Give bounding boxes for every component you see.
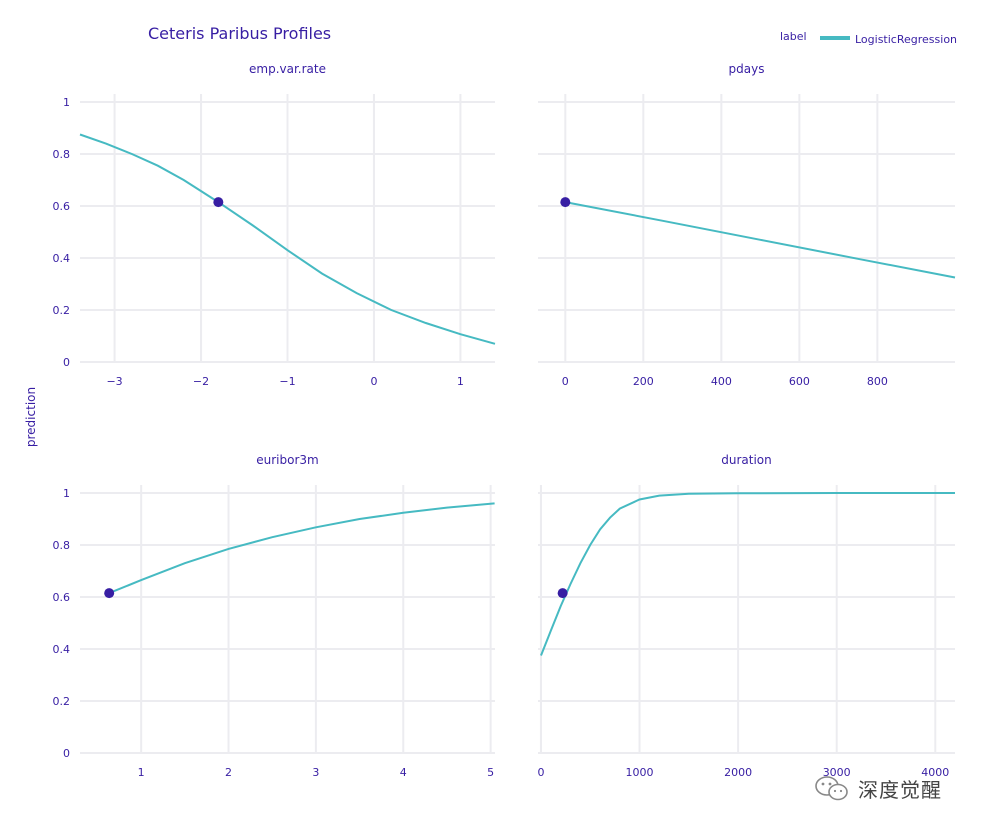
observation-point[interactable]: [104, 588, 115, 599]
panel-title: pdays: [729, 62, 765, 76]
panel-1: 0 0.2 0.4 0.6 0.8 1 −3 −2 −1 0 1 emp.var.rate: [53, 62, 496, 388]
profile-line-LogisticRegression: [79, 133, 496, 345]
watermark-text: 深度觉醒: [858, 778, 942, 802]
x-tick-label: 2: [225, 766, 232, 779]
x-tick-label: −1: [279, 375, 295, 388]
x-tick-label: 400: [711, 375, 732, 388]
x-tick-label: 2000: [724, 766, 752, 779]
y-tick-label: 0.6: [53, 591, 71, 604]
panel-3: 0 0.2 0.4 0.6 0.8 1 1 2 3 4 5 euribor3m: [53, 453, 495, 779]
y-tick-label: 0.8: [53, 148, 71, 161]
x-tick-label: 200: [633, 375, 654, 388]
watermark: 深度觉醒: [814, 774, 942, 803]
y-tick-label: 1: [63, 487, 70, 500]
y-tick-label: 0: [63, 747, 70, 760]
observation-point[interactable]: [560, 197, 571, 208]
legend-title: label: [780, 30, 807, 43]
wechat-icon: [815, 775, 848, 800]
x-tick-label: −3: [106, 375, 122, 388]
x-tick-label: 800: [867, 375, 888, 388]
y-tick-label: 0.2: [53, 304, 71, 317]
y-tick-label: 0.8: [53, 539, 71, 552]
y-axis-label: prediction: [24, 387, 38, 447]
profile-line-LogisticRegression: [108, 502, 495, 595]
panel-title: duration: [721, 453, 772, 467]
observation-point[interactable]: [213, 197, 224, 208]
y-tick-label: 0.6: [53, 200, 71, 213]
panel-2: 0 200 400 600 800 pdays: [538, 62, 956, 388]
x-tick-label: 5: [487, 766, 494, 779]
y-tick-label: 0.4: [53, 643, 71, 656]
x-tick-label: 0: [537, 766, 544, 779]
x-tick-label: 1000: [626, 766, 654, 779]
x-tick-label: 1: [138, 766, 145, 779]
panel-title: emp.var.rate: [249, 62, 326, 76]
chart-title: Ceteris Paribus Profiles: [148, 24, 331, 43]
profile-line-LogisticRegression: [540, 492, 955, 656]
y-tick-label: 1: [63, 96, 70, 109]
legend[interactable]: label LogisticRegression: [780, 30, 957, 46]
x-tick-label: 3000: [823, 766, 851, 779]
y-tick-label: 0.4: [53, 252, 71, 265]
x-tick-label: 0: [562, 375, 569, 388]
observation-point[interactable]: [557, 588, 568, 599]
y-tick-label: 0.2: [53, 695, 71, 708]
x-tick-label: 4000: [921, 766, 949, 779]
y-tick-label: 0: [63, 356, 70, 369]
panel-title: euribor3m: [256, 453, 318, 467]
x-tick-label: 4: [400, 766, 407, 779]
x-tick-label: 3: [312, 766, 319, 779]
x-tick-label: 600: [789, 375, 810, 388]
profile-line-LogisticRegression: [565, 201, 956, 279]
x-tick-label: 0: [370, 375, 377, 388]
x-tick-label: 1: [457, 375, 464, 388]
panel-4: 0 1000 2000 3000 4000 duration: [537, 453, 955, 779]
legend-entry-label: LogisticRegression: [855, 33, 957, 46]
x-tick-label: −2: [193, 375, 209, 388]
